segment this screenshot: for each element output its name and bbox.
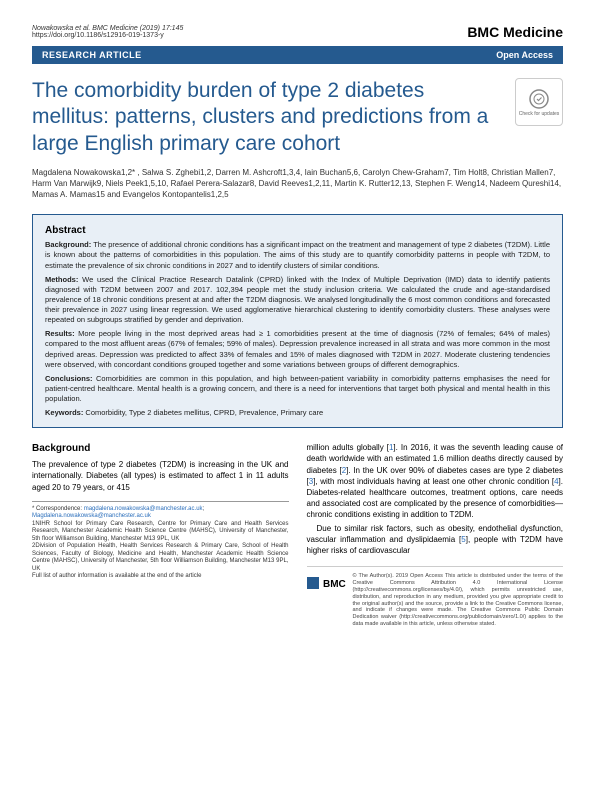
results-label: Results: (45, 329, 75, 338)
abstract-box: Abstract Background: The presence of add… (32, 214, 563, 428)
abstract-conclusions: Conclusions: Comorbidities are common in… (45, 374, 550, 404)
license-block: BMC © The Author(s). 2019 Open Access Th… (307, 566, 564, 628)
svg-text:BMC: BMC (323, 579, 346, 590)
background-section-head: Background (32, 442, 289, 456)
journal-name: BMC Medicine (467, 24, 563, 40)
corr-email[interactable]: magdalena.nowakowska@manchester.ac.uk (84, 506, 203, 512)
article-type: RESEARCH ARTICLE (42, 50, 142, 60)
abstract-background: Background: The presence of additional c… (45, 240, 550, 270)
crossmark-label: Check for updates (519, 111, 560, 117)
doi: https://doi.org/10.1186/s12916-019-1373-… (32, 32, 183, 39)
affiliation-1: 1NIHR School for Primary Care Research, … (32, 521, 289, 544)
body-para-2: million adults globally [1]. In 2016, it… (307, 442, 564, 520)
correspondence: * Correspondence: magdalena.nowakowska@m… (32, 506, 289, 514)
authors-text: Magdalena Nowakowska1,2* , Salwa S. Zghe… (32, 168, 561, 199)
crossmark-icon (527, 87, 551, 111)
abstract-methods: Methods: We used the Clinical Practice R… (45, 275, 550, 326)
background-text: The presence of additional chronic condi… (45, 240, 550, 269)
right-column: million adults globally [1]. In 2016, it… (307, 442, 564, 628)
crossmark-badge[interactable]: Check for updates (515, 78, 563, 126)
corr-label: * Correspondence: (32, 506, 84, 512)
bmc-logo: BMC (307, 573, 347, 596)
article-type-banner: RESEARCH ARTICLE Open Access (32, 46, 563, 64)
results-text: More people living in the most deprived … (45, 329, 550, 368)
citation: Nowakowska et al. BMC Medicine (2019) 17… (32, 25, 183, 32)
abstract-heading: Abstract (45, 225, 550, 236)
corr-email-2[interactable]: Magdalena.nowakowska@manchester.ac.uk (32, 513, 151, 519)
open-access-label: Open Access (496, 50, 553, 60)
background-label: Background: (45, 240, 91, 249)
bmc-logo-icon: BMC (307, 573, 347, 593)
conclusions-text: Comorbidities are common in this populat… (45, 374, 550, 403)
abstract-results: Results: More people living in the most … (45, 329, 550, 370)
keywords: Keywords: Comorbidity, Type 2 diabetes m… (45, 408, 550, 417)
author-list: Magdalena Nowakowska1,2* , Salwa S. Zghe… (32, 167, 563, 201)
page-header: Nowakowska et al. BMC Medicine (2019) 17… (32, 24, 563, 40)
body-para-3: Due to similar risk factors, such as obe… (307, 523, 564, 557)
keywords-label: Keywords: (45, 408, 83, 417)
conclusions-label: Conclusions: (45, 374, 93, 383)
footnote-block: * Correspondence: magdalena.nowakowska@m… (32, 501, 289, 581)
article-title: The comorbidity burden of type 2 diabete… (32, 78, 505, 157)
license-text: © The Author(s). 2019 Open Access This a… (353, 573, 564, 628)
article-page: Nowakowska et al. BMC Medicine (2019) 17… (0, 0, 595, 652)
keywords-text: Comorbidity, Type 2 diabetes mellitus, C… (83, 408, 323, 417)
title-row: The comorbidity burden of type 2 diabete… (32, 78, 563, 157)
affiliation-2: 2Division of Population Health, Health S… (32, 543, 289, 573)
body-columns: Background The prevalence of type 2 diab… (32, 442, 563, 628)
left-column: Background The prevalence of type 2 diab… (32, 442, 289, 628)
body-para-1: The prevalence of type 2 diabetes (T2DM)… (32, 459, 289, 493)
full-author-info: Full list of author information is avail… (32, 573, 289, 581)
methods-text: We used the Clinical Practice Research D… (45, 275, 550, 325)
methods-label: Methods: (45, 275, 78, 284)
citation-block: Nowakowska et al. BMC Medicine (2019) 17… (32, 25, 183, 39)
